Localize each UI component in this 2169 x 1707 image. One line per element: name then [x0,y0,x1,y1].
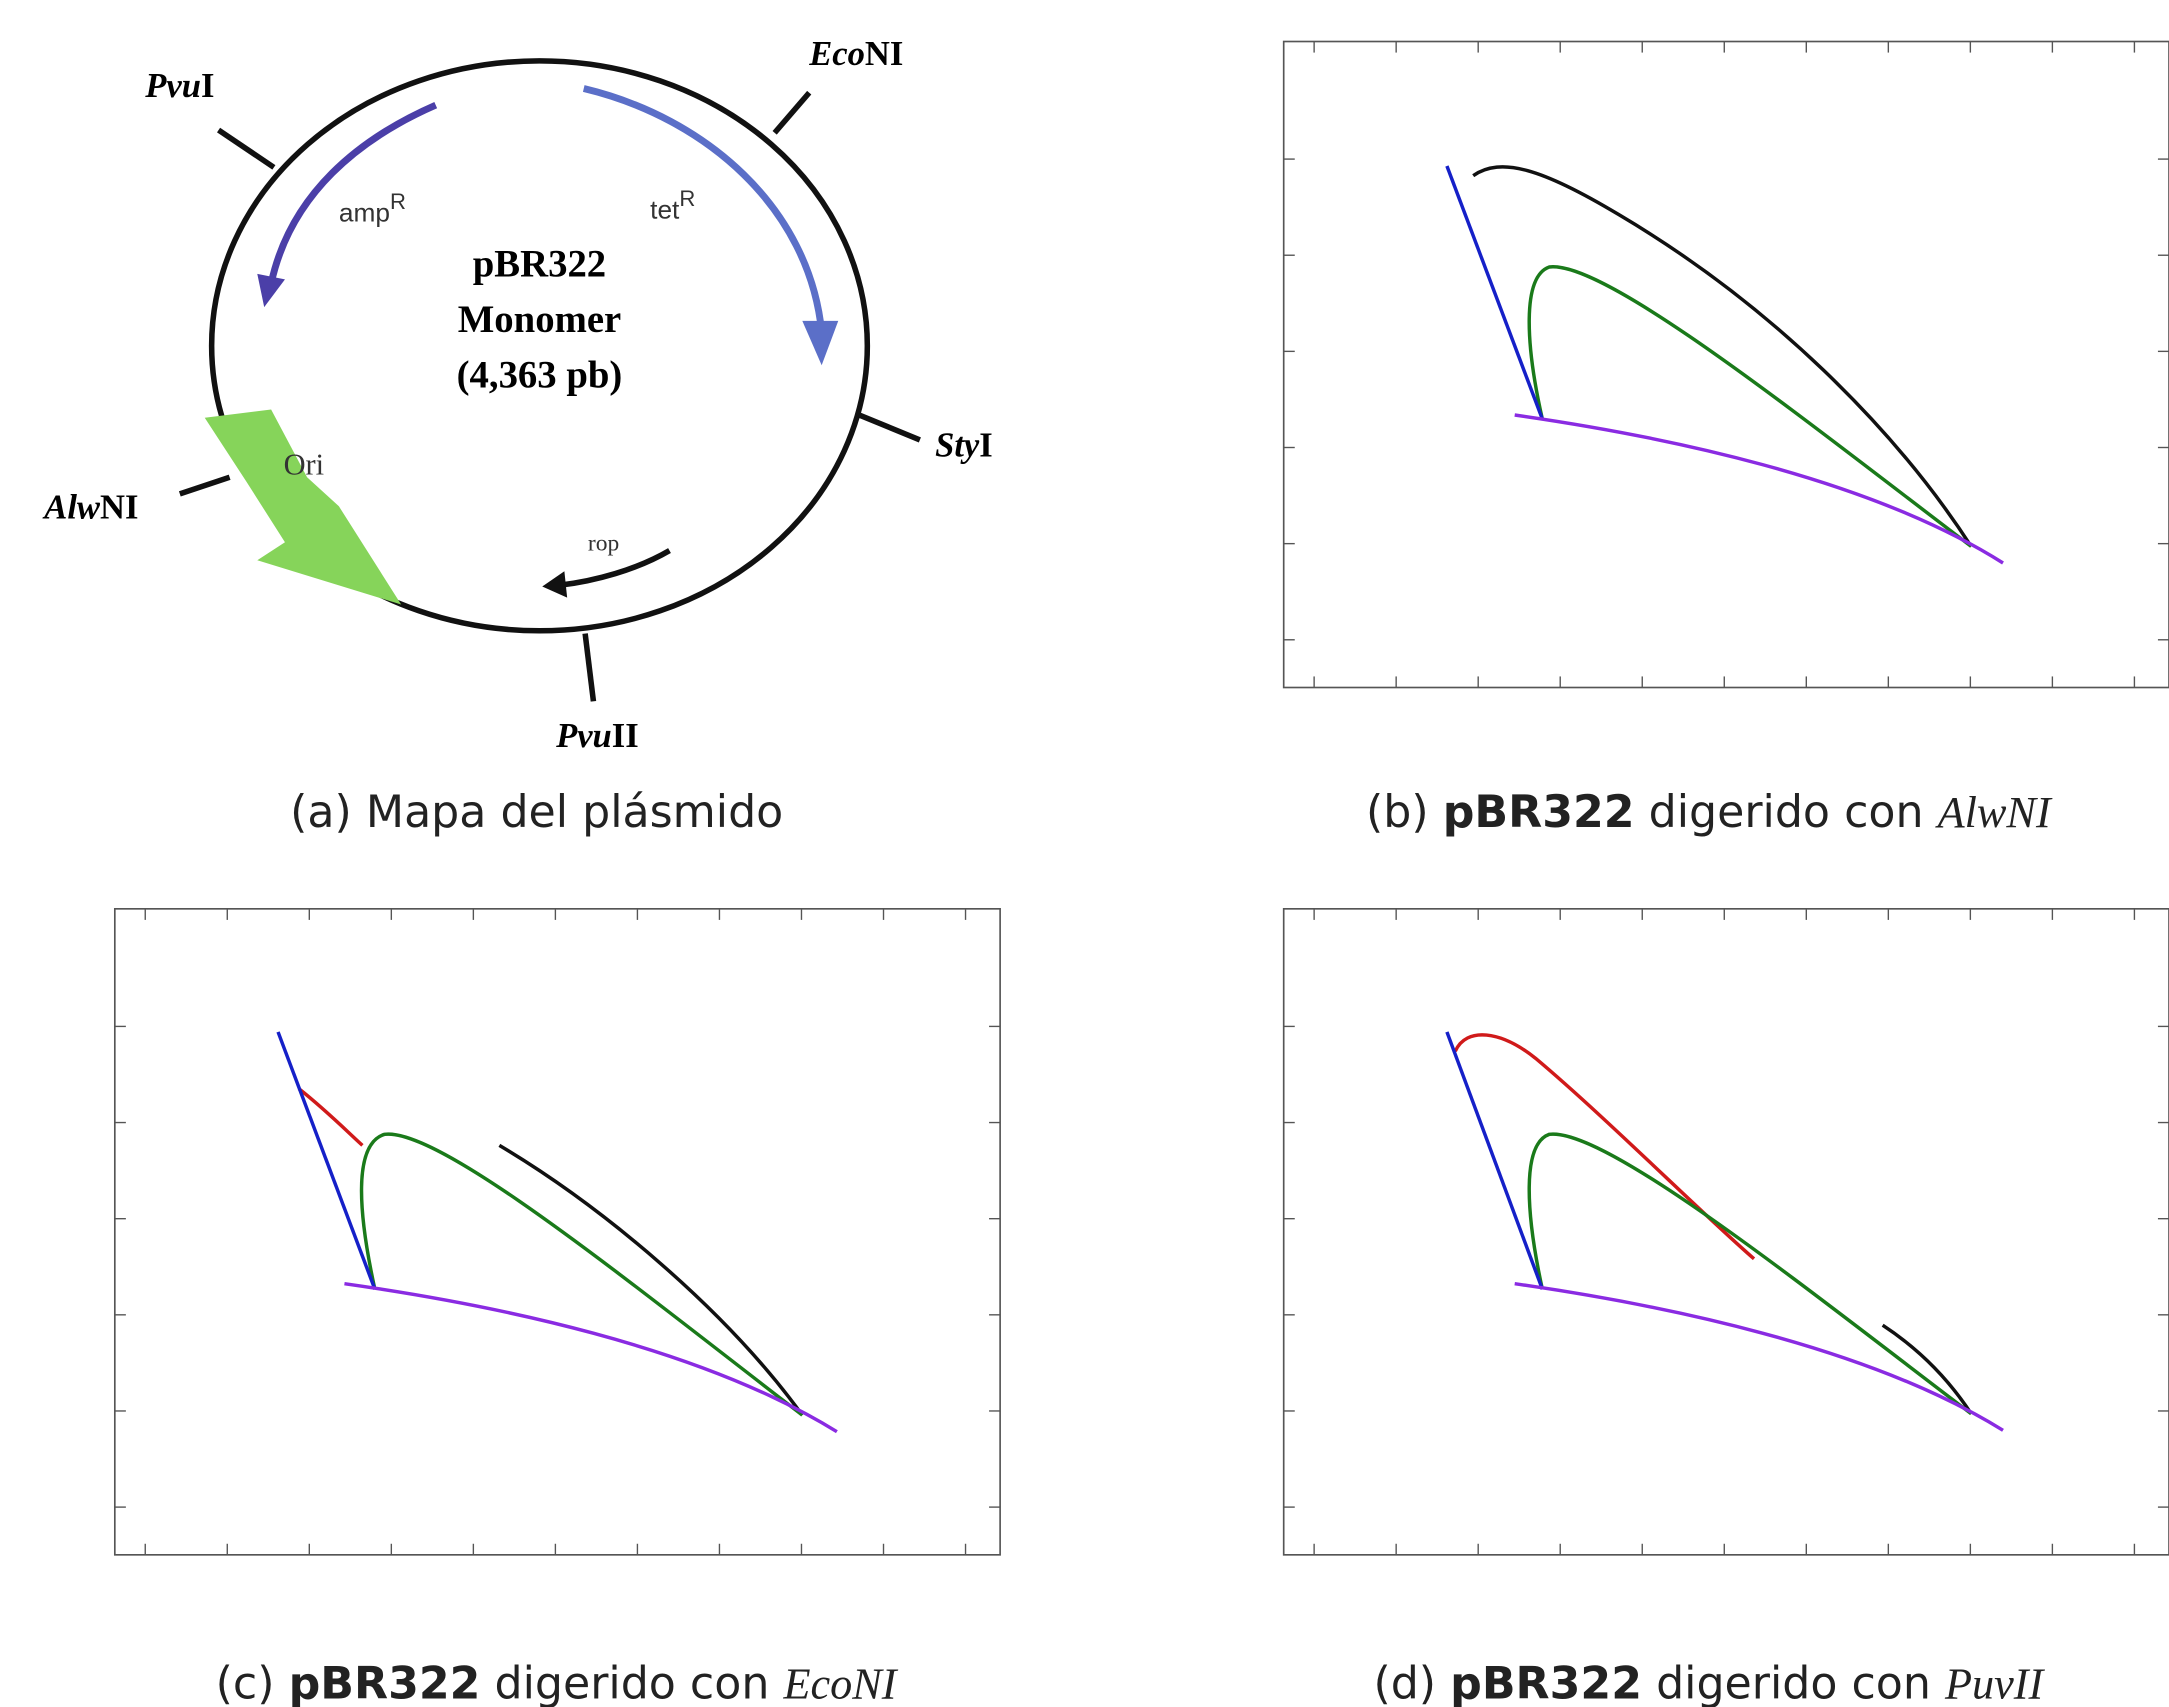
path [1447,1032,1542,1289]
plot-c-curves [278,1032,837,1432]
tspan: NI [100,489,138,527]
tspan: R [390,189,406,214]
plasmid-map: PvuI EcoNI StyI AlwNI PvuII pBR322 Monom… [42,35,992,755]
tspan: I [979,426,992,464]
tspan: digerido con [1656,1659,1931,1707]
path [1515,1284,2003,1431]
tspan: pBR322 [1450,1659,1642,1707]
tspan: amp [339,197,390,227]
path [344,1284,836,1432]
site-label: StyI [935,426,993,464]
path [1529,1134,1971,1414]
path [362,1134,803,1415]
tspan: R [679,186,695,211]
plasmid-center: pBR322 Monomer (4,363 pb) [457,243,623,397]
gene-label: tetR [650,186,695,224]
tspan: Pvu [555,717,612,755]
amp-arrow [271,105,436,283]
tspan: pBR322 [289,1659,481,1707]
site-label: PvuI [144,67,214,105]
plasmid-name: pBR322 [473,243,606,286]
path [499,1145,802,1415]
site-label: AlwNI [42,489,138,527]
figure: PvuI EcoNI StyI AlwNI PvuII pBR322 Monom… [0,0,2169,1707]
site-label: EcoNI [808,35,903,73]
ori-arrow [205,409,401,604]
tspan: PuvII [1944,1660,2046,1707]
tspan: digerido con [1649,787,1924,838]
tspan: EcoNI [782,1660,898,1707]
caption: (b) pBR322 digerido con AlwNI [1366,787,2053,838]
path [1883,1325,1972,1414]
path [1447,166,1542,419]
line [180,477,230,494]
tspan: NI [865,35,903,73]
tet-arrowhead [802,321,838,365]
plot-frame [1284,42,2169,688]
tspan: (d) [1373,1659,1436,1707]
amp-arrowhead [257,274,285,307]
tspan: Alw [42,489,101,527]
caption: (a) Mapa del plásmido [290,787,783,838]
path [278,1032,375,1289]
rop-arrowhead [542,571,567,597]
tspan: Mapa del plásmido [366,787,783,838]
tspan: Sty [935,426,980,464]
plot-frame [115,909,1000,1555]
tspan: Eco [808,35,865,73]
plot-b-curves [1447,166,2003,563]
line [585,634,593,702]
path [1529,267,1971,547]
line [775,93,810,133]
line [859,415,920,440]
line [219,130,274,167]
tspan: Pvu [144,67,201,105]
tspan: (a) [290,787,352,838]
gene-label: ampR [339,189,406,227]
tspan: (b) [1366,787,1429,838]
tspan: I [201,67,214,105]
caption: (c) pBR322 digerido con EcoNI [216,1659,899,1707]
plasmid-size: (4,363 pb) [457,353,623,396]
captions: (a) Mapa del plásmido (b) pBR322 digerid… [216,787,2053,1707]
gene-label: Ori [284,447,325,481]
tspan: (c) [216,1659,275,1707]
tspan: digerido con [495,1659,770,1707]
plot-d-curves [1447,1032,2003,1430]
caption: (d) pBR322 digerido con PuvII [1373,1659,2045,1707]
gene-label: rop [588,531,619,557]
tspan: tet [650,195,680,225]
tspan: AlwNI [1935,788,2053,837]
path [1455,1035,1754,1259]
site-label: PvuII [555,717,639,755]
plasmid-subtitle: Monomer [458,298,621,341]
tet-arrow [584,89,822,332]
tspan: II [612,717,639,755]
tspan: pBR322 [1443,787,1635,838]
